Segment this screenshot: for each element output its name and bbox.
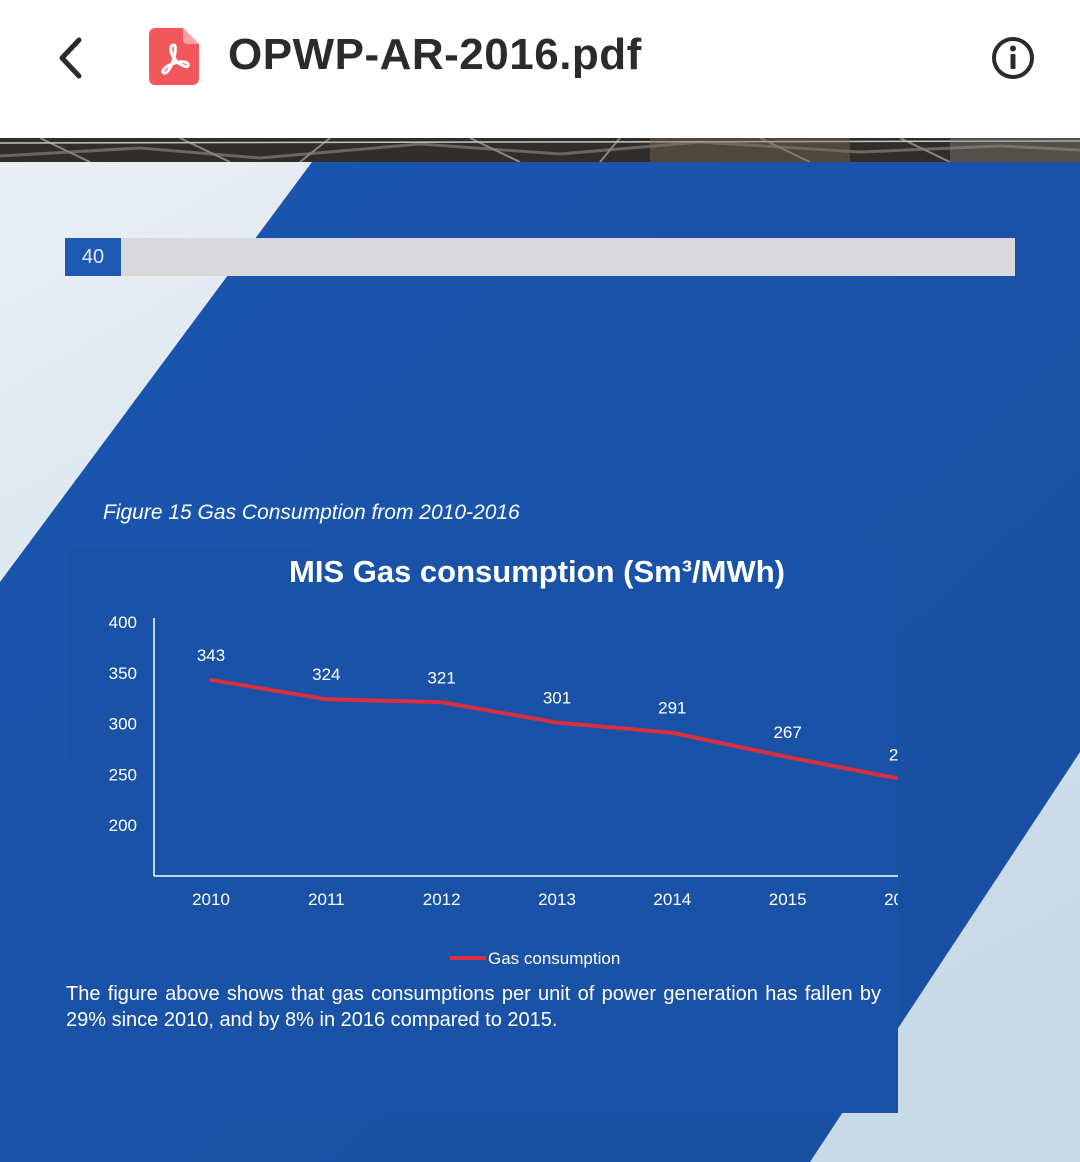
info-button[interactable] [989,34,1037,82]
y-tick-label: 400 [109,613,137,632]
document-title: OPWP-AR-2016.pdf [228,30,642,79]
page-number: 40 [65,238,121,276]
y-tick-label: 300 [109,715,137,734]
pdf-file-icon [149,28,199,85]
chart-canvas: MIS Gas consumption (Sm³/MWh) 400 350 300 25… [109,554,898,968]
data-label: 267 [773,723,801,742]
chevron-left-icon [59,37,82,79]
x-tick-label: 2014 [653,890,691,909]
series-line-gas-consumption [209,677,898,781]
back-button[interactable] [48,34,96,82]
gas-consumption-chart: MIS Gas consumption (Sm³/MWh) 400 350 300 25… [66,548,898,1113]
info-icon [992,37,1034,79]
x-tick-label: 2016 [884,890,898,909]
y-tick-label: 200 [109,816,137,835]
x-tick-label: 2012 [423,890,461,909]
legend-label: Gas consumption [488,949,620,968]
app-bar: OPWP-AR-2016.pdf [0,0,1080,138]
figure-caption: Figure 15 Gas Consumption from 2010-2016 [103,501,520,524]
x-tick-label: 2011 [308,890,345,909]
y-tick-label: 250 [109,765,137,784]
chart-title: MIS Gas consumption (Sm³/MWh) [289,554,785,589]
x-tick-label: 2015 [769,890,807,909]
data-label: 324 [312,665,340,684]
pdf-page[interactable]: 40 Figure 15 Gas Consumption from 2010-2… [0,138,1080,1162]
header-photo-strip [0,138,1080,163]
body-paragraph: The figure above shows that gas consumpt… [66,983,881,1031]
data-label: 301 [543,689,571,708]
x-tick-label: 2010 [192,890,230,909]
data-label: 321 [427,668,455,687]
page-header-bar [65,238,1015,276]
y-tick-label: 350 [109,664,137,683]
x-tick-label: 2013 [538,890,576,909]
data-label: 343 [197,646,225,665]
data-label: 291 [658,699,686,718]
data-label: 245 [889,745,898,764]
